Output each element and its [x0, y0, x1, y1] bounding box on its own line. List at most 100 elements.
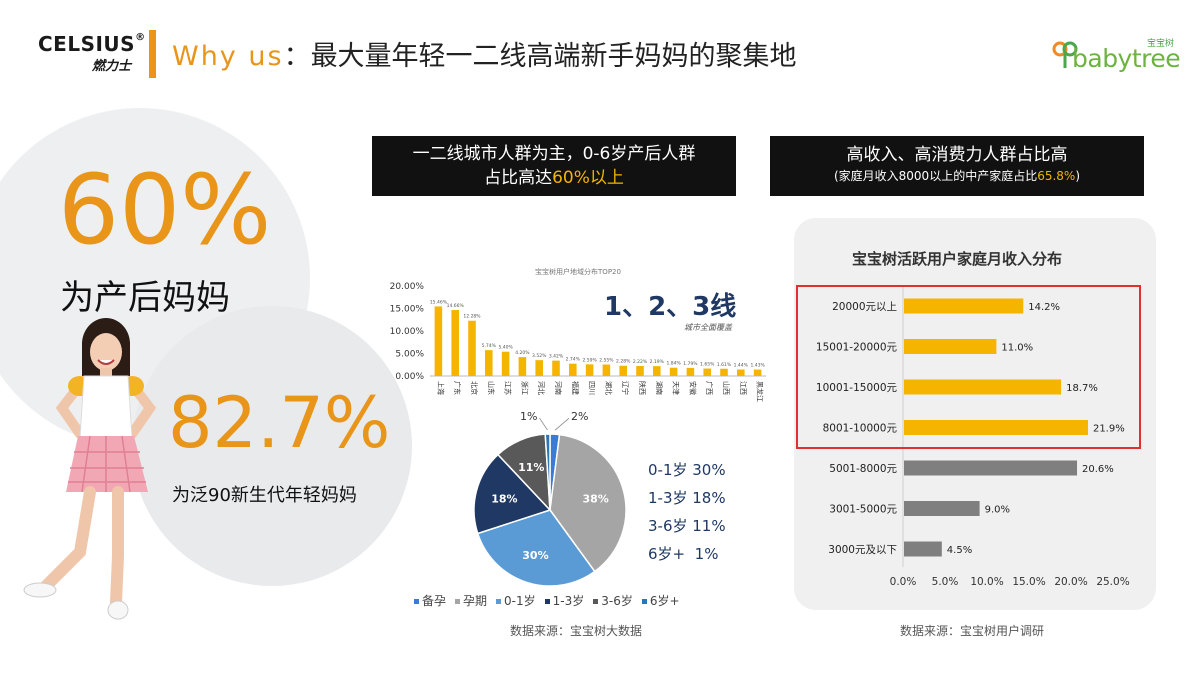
x-tick-label: 25.0% — [1096, 576, 1129, 588]
region-bar-label: 15.46% — [430, 299, 448, 305]
region-category-label: 湖南 — [655, 381, 664, 395]
region-category-label: 黑龙江 — [756, 381, 765, 402]
income-category-label: 10001-15000元 — [816, 382, 898, 394]
region-category-label: 福建 — [571, 381, 580, 395]
city-summary-line2: 占比高达 — [484, 168, 553, 188]
region-bar — [552, 360, 560, 376]
income-bar-label: 18.7% — [1066, 383, 1098, 394]
region-bar — [619, 365, 627, 376]
income-bar — [904, 460, 1078, 476]
region-bar — [518, 357, 527, 376]
region-category-label: 安徽 — [688, 381, 697, 395]
region-category-label: 陕西 — [638, 381, 647, 395]
city-summary-highlight: 60%以上 — [552, 168, 624, 188]
y-tick-label: 0.00% — [395, 372, 424, 382]
region-category-label: 河北 — [537, 381, 545, 395]
x-tick-label: 0.0% — [890, 576, 917, 588]
region-bar — [753, 369, 762, 376]
region-category-label: 山西 — [722, 381, 731, 395]
region-bar — [535, 360, 543, 376]
highlight-frame — [796, 285, 1141, 449]
stat2-value: 82.7% — [168, 382, 391, 464]
pie-legend-item: 备孕 — [414, 594, 446, 608]
income-category-label: 8001-10000元 — [823, 423, 898, 435]
income-summary-box: 高收入、高消费力人群占比高 (家庭月收入8000以上的中产家庭占比65.8%) — [770, 136, 1144, 196]
income-summary-line2: (家庭月收入8000以上的中产家庭占比 — [833, 169, 1038, 183]
region-bar-label: 1.43% — [750, 363, 765, 369]
region-category-label: 广西 — [705, 381, 714, 395]
region-bar — [585, 364, 594, 376]
stat2-label: 为泛90新生代年轻妈妈 — [172, 485, 357, 506]
income-summary-line2-end: ) — [1075, 169, 1081, 183]
stat1-value: 60% — [58, 154, 272, 266]
region-bar — [720, 368, 728, 376]
pie-legend-item: 6岁+ — [641, 594, 680, 608]
region-category-label: 上海 — [436, 381, 445, 395]
pie-legend: 备孕 孕期 0-1岁 1-3岁 3-6岁 6岁+ — [414, 592, 689, 609]
pie-legend-label: 3-6岁 — [601, 594, 633, 608]
region-bar-label: 12.28% — [463, 314, 481, 320]
region-bar — [636, 366, 644, 376]
pie-leader-line — [539, 417, 548, 431]
region-bar — [485, 350, 493, 376]
brand-name: CELSIUS — [38, 32, 136, 56]
region-bar-label: 2.19% — [650, 359, 665, 365]
side-legend-item: 0-1岁 30% — [648, 461, 726, 479]
income-bar — [904, 298, 1024, 314]
age-pie-chart: 2% 38% 30% 18% 11% 1% — [473, 410, 627, 587]
pie-side-legend: 0-1岁 30% 1-3岁 18% 3-6岁 11% 6岁+ 1% — [648, 456, 726, 568]
pie-slice-label: 1% — [520, 410, 537, 423]
pie-slice-label: 11% — [518, 461, 544, 474]
income-category-label: 5001-8000元 — [829, 463, 897, 475]
region-bar-label: 2.28% — [616, 359, 631, 365]
region-bar — [569, 363, 577, 376]
pie-legend-label: 孕期 — [463, 594, 488, 608]
coverage-note: 城市全面覆盖 — [684, 323, 732, 332]
pie-legend-item: 1-3岁 — [544, 594, 585, 608]
income-summary-line1: 高收入、高消费力人群占比高 — [846, 145, 1068, 165]
region-bar-label: 2.55% — [599, 358, 614, 364]
region-bar-label: 2.74% — [566, 357, 581, 363]
region-chart-title: 宝宝树用户地域分布TOP20 — [535, 267, 621, 276]
region-category-label: 江苏 — [504, 381, 513, 395]
region-bar-label: 3.52% — [532, 353, 547, 359]
pie-leader-line — [554, 417, 570, 431]
region-bar — [468, 320, 476, 376]
income-bar-label: 4.5% — [947, 545, 972, 556]
stat-circle-small — [132, 306, 412, 586]
region-bar-label: 5.40% — [498, 345, 513, 351]
city-summary-line1: 一二线城市人群为主，0-6岁产后人群 — [412, 144, 696, 164]
pie-legend-item: 3-6岁 — [593, 594, 633, 608]
model-photo — [23, 318, 157, 620]
y-tick-label: 10.00% — [390, 327, 425, 337]
region-category-label: 山东 — [487, 381, 496, 395]
region-bar — [653, 366, 661, 376]
income-chart-title: 宝宝树活跃用户家庭月收入分布 — [852, 250, 1062, 268]
stat1-label: 为产后妈妈 — [60, 278, 230, 318]
source-right: 数据来源：宝宝树用户调研 — [900, 624, 1045, 638]
babytree-logo-icon — [1052, 41, 1078, 68]
region-bar-label: 1.61% — [717, 362, 732, 368]
region-category-label: 天津 — [672, 381, 680, 395]
pie-legend-label: 0-1岁 — [504, 594, 536, 608]
region-bar — [501, 351, 510, 376]
income-summary-highlight: 65.8% — [1037, 169, 1076, 183]
pie-legend-swatch — [496, 599, 502, 604]
x-tick-label: 20.0% — [1054, 576, 1087, 588]
pie-legend-label: 备孕 — [422, 594, 447, 608]
income-bar-label: 9.0% — [985, 505, 1010, 516]
region-category-label: 湖北 — [604, 381, 613, 395]
income-bar — [904, 541, 942, 557]
region-bar-label: 1.44% — [734, 363, 749, 369]
x-tick-label: 10.0% — [970, 576, 1003, 588]
income-category-label: 15001-20000元 — [816, 342, 898, 354]
income-category-label: 3000元及以下 — [828, 544, 897, 556]
income-bar — [904, 420, 1088, 435]
pie-legend-label: 1-3岁 — [552, 594, 585, 608]
income-bar — [904, 379, 1062, 395]
x-tick-label: 5.0% — [932, 576, 959, 588]
pie-legend-swatch — [414, 599, 419, 604]
side-legend-item: 3-6岁 11% — [648, 517, 726, 535]
region-category-label: 河南 — [554, 381, 563, 395]
pie-slice — [549, 433, 627, 573]
